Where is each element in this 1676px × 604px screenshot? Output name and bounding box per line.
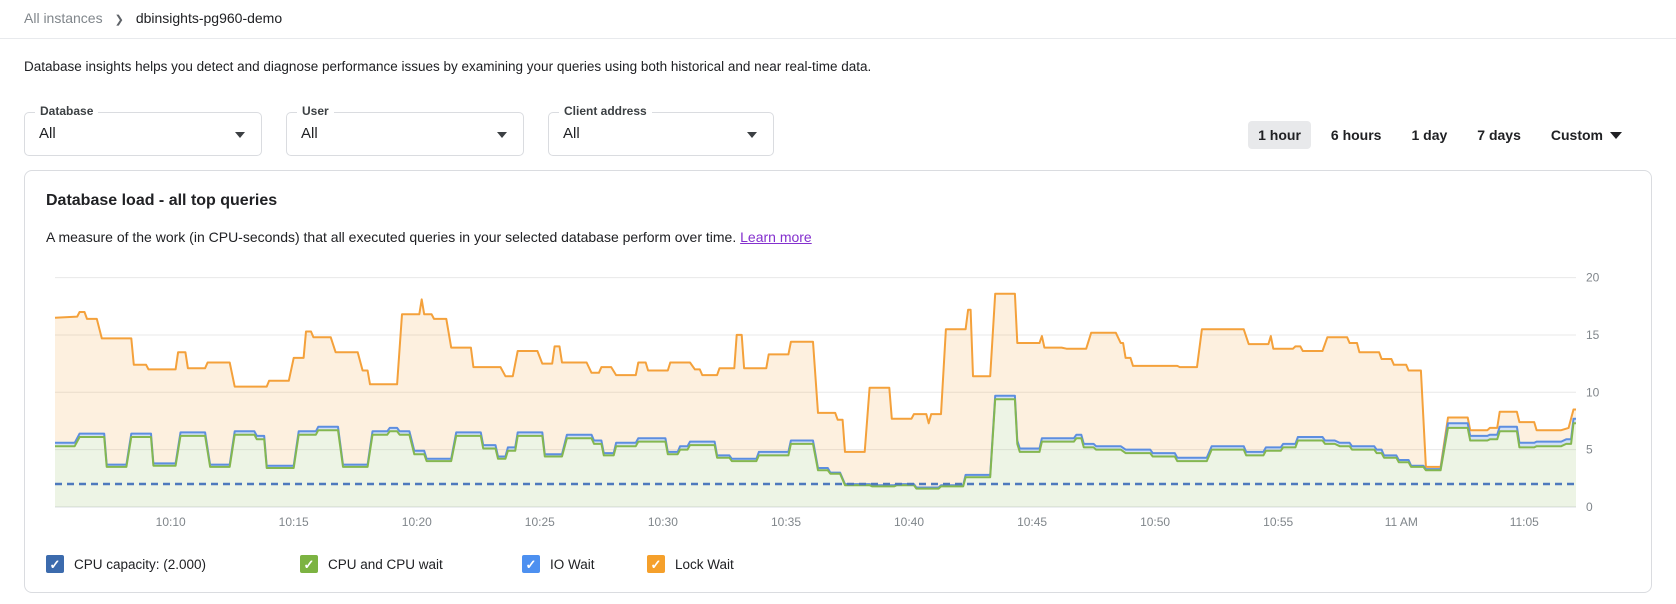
svg-text:10:50: 10:50 — [1140, 515, 1170, 529]
dropdown-arrow-icon — [497, 132, 507, 138]
gridlines — [55, 277, 1576, 508]
svg-text:0: 0 — [1586, 500, 1593, 514]
chart-subtitle: A measure of the work (in CPU-seconds) t… — [46, 229, 812, 245]
svg-text:5: 5 — [1586, 443, 1593, 457]
svg-text:10:15: 10:15 — [279, 515, 309, 529]
page-description: Database insights helps you detect and d… — [24, 59, 872, 74]
dropdown-arrow-icon — [1610, 131, 1622, 139]
client-address-filter-dropdown[interactable]: Client address All — [548, 104, 774, 156]
legend-item-cpu-capacity-2-000[interactable]: ✓ CPU capacity: (2.000) — [46, 555, 300, 573]
time-range-custom[interactable]: Custom — [1541, 121, 1632, 149]
checkbox-checked-icon[interactable]: ✓ — [647, 555, 665, 573]
svg-text:10:25: 10:25 — [525, 515, 555, 529]
database-filter-dropdown[interactable]: Database All — [24, 104, 262, 156]
legend-label: CPU and CPU wait — [328, 556, 443, 572]
y-axis-labels: 0 5 10 15 20 — [1586, 271, 1600, 514]
x-axis-labels: 10:10 10:15 10:20 10:25 10:30 10:35 10:40 10:45… — [156, 515, 1540, 529]
chart-legend: ✓ CPU capacity: (2.000) ✓ CPU and CPU wait ✓… — [46, 555, 767, 573]
chart-title: Database load - all top queries — [46, 192, 278, 209]
svg-text:10: 10 — [1586, 385, 1600, 399]
legend-item-cpu-and-cpu-wait[interactable]: ✓ CPU and CPU wait — [300, 555, 522, 573]
legend-item-io-wait[interactable]: ✓ IO Wait — [522, 555, 647, 573]
cpu-wait-line — [55, 398, 1576, 490]
svg-text:10:30: 10:30 — [648, 515, 678, 529]
filter-bar: Database All User All Client address All — [24, 104, 774, 156]
svg-text:20: 20 — [1586, 271, 1600, 285]
time-range-1-day[interactable]: 1 day — [1411, 127, 1448, 143]
dropdown-arrow-icon — [235, 132, 245, 138]
user-filter-value: All — [301, 125, 318, 142]
checkbox-checked-icon[interactable]: ✓ — [46, 555, 64, 573]
lock-wait-line — [54, 292, 1576, 468]
dropdown-arrow-icon — [747, 132, 757, 138]
database-filter-value: All — [39, 125, 56, 142]
legend-label: CPU capacity: (2.000) — [74, 556, 207, 572]
legend-item-lock-wait[interactable]: ✓ Lock Wait — [647, 555, 767, 573]
breadcrumb: All instances ❯ dbinsights-pg960-demo — [24, 10, 282, 26]
chevron-right-icon: ❯ — [114, 13, 124, 26]
svg-text:11 AM: 11 AM — [1385, 515, 1418, 529]
legend-label: Lock Wait — [675, 556, 734, 572]
time-range-selector: 1 hour 6 hours 1 day 7 days Custom — [1248, 121, 1632, 149]
legend-label: IO Wait — [550, 556, 595, 572]
checkbox-checked-icon[interactable]: ✓ — [522, 555, 540, 573]
svg-text:10:45: 10:45 — [1017, 515, 1047, 529]
svg-text:10:40: 10:40 — [894, 515, 924, 529]
svg-text:10:20: 10:20 — [402, 515, 432, 529]
svg-text:10:10: 10:10 — [156, 515, 186, 529]
time-range-7-days[interactable]: 7 days — [1477, 127, 1521, 143]
svg-text:10:35: 10:35 — [771, 515, 801, 529]
user-filter-label: User — [297, 104, 334, 118]
time-range-1-hour[interactable]: 1 hour — [1248, 121, 1311, 149]
svg-text:10:55: 10:55 — [1263, 515, 1293, 529]
breadcrumb-current-instance: dbinsights-pg960-demo — [135, 10, 283, 26]
client-address-filter-label: Client address — [559, 104, 652, 118]
client-address-filter-value: All — [563, 125, 580, 142]
svg-text:11:05: 11:05 — [1510, 515, 1539, 529]
chart-subtitle-text: A measure of the work (in CPU-seconds) t… — [46, 229, 741, 245]
learn-more-link[interactable]: Learn more — [740, 229, 812, 245]
user-filter-dropdown[interactable]: User All — [286, 104, 524, 156]
breadcrumb-all-instances-link[interactable]: All instances — [24, 10, 103, 26]
svg-text:15: 15 — [1586, 328, 1600, 342]
database-load-card — [24, 170, 1652, 593]
header-divider — [0, 38, 1676, 39]
checkbox-checked-icon[interactable]: ✓ — [300, 555, 318, 573]
database-filter-label: Database — [35, 104, 99, 118]
time-range-custom-label: Custom — [1550, 127, 1603, 143]
time-range-6-hours[interactable]: 6 hours — [1330, 127, 1382, 143]
cpu-wait-area — [55, 399, 1576, 507]
